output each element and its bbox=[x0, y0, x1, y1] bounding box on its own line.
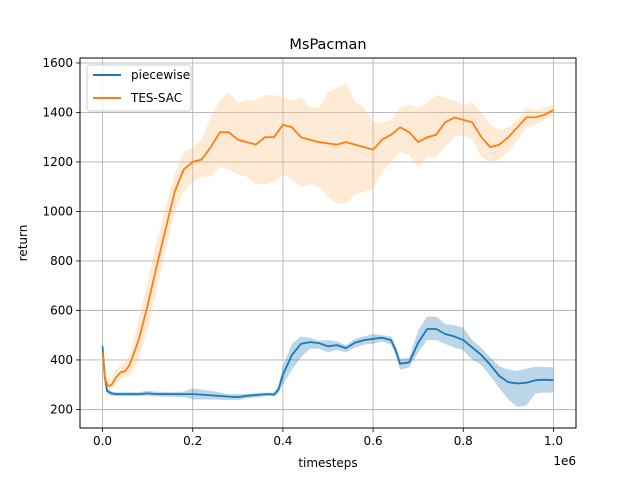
y-tick-label: 1400 bbox=[42, 105, 73, 119]
axis-ticks: 0.0 0.2 0.4 0.6 0.8 1.0 200 400 600 800 1000 1200 14… bbox=[42, 56, 563, 448]
x-tick-label: 0.6 bbox=[364, 434, 383, 448]
y-tick-label: 200 bbox=[50, 402, 73, 416]
line-tes-sac bbox=[101, 109, 554, 387]
y-axis-label: return bbox=[16, 225, 30, 262]
plot-frame bbox=[79, 57, 577, 429]
y-tick-label: 400 bbox=[50, 353, 73, 367]
band-piecewise bbox=[102, 316, 554, 407]
x-tick-label: 0.0 bbox=[93, 434, 112, 448]
x-tick-label: 0.4 bbox=[273, 434, 292, 448]
legend-label-piecewise: piecewise bbox=[131, 68, 190, 82]
legend-label-tes-sac: TES-SAC bbox=[130, 91, 182, 105]
series-lines bbox=[101, 109, 554, 399]
confidence-bands bbox=[102, 82, 554, 407]
legend-box bbox=[86, 64, 192, 112]
grid bbox=[80, 58, 576, 428]
x-tick-label: 1.0 bbox=[544, 434, 563, 448]
chart-title: MsPacman bbox=[289, 37, 366, 53]
x-axis-label: timesteps bbox=[298, 456, 357, 470]
legend: piecewise TES-SAC bbox=[86, 64, 192, 112]
y-tick-label: 1200 bbox=[42, 155, 73, 169]
band-tes-sac bbox=[102, 82, 554, 391]
y-tick-label: 1000 bbox=[42, 204, 73, 218]
y-tick-label: 600 bbox=[50, 303, 73, 317]
y-tick-label: 1600 bbox=[42, 56, 73, 70]
x-offset-label: 1e6 bbox=[553, 454, 576, 468]
y-tick-label: 800 bbox=[50, 254, 73, 268]
x-tick-label: 0.2 bbox=[183, 434, 202, 448]
line-piecewise bbox=[101, 328, 554, 399]
x-tick-label: 0.8 bbox=[454, 434, 473, 448]
